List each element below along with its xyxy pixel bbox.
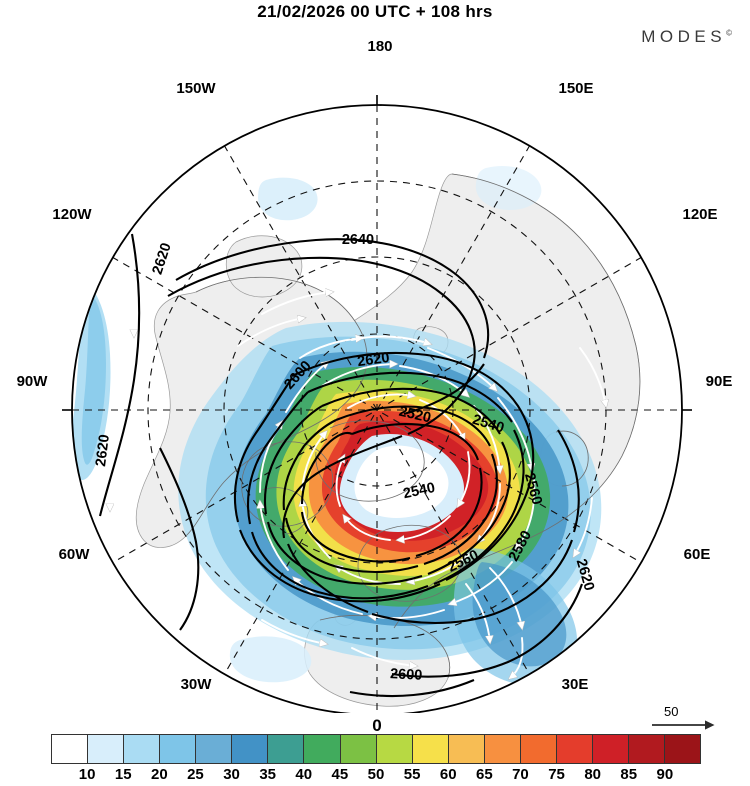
lon-label-120E: 120E <box>682 206 718 223</box>
colorbar-tick-45: 45 <box>331 766 349 783</box>
lon-label-60W: 60W <box>58 546 90 563</box>
svg-text:2600: 2600 <box>390 666 423 684</box>
lon-label-30W: 30W <box>180 676 212 693</box>
colorbar-tick-15: 15 <box>114 766 132 783</box>
colorbar-cell-2 <box>124 735 161 763</box>
height-contours <box>98 233 583 698</box>
colorbar-tick-50: 50 <box>367 766 385 783</box>
modes-logo: MODES© <box>641 27 732 47</box>
lon-label-0: 0 <box>372 716 382 735</box>
lon-label-180: 180 <box>367 38 393 55</box>
copyright-icon: © <box>726 28 732 38</box>
colorbar-cell-13 <box>520 735 557 763</box>
colorbar-tick-25: 25 <box>187 766 204 783</box>
svg-text:2640: 2640 <box>342 232 374 248</box>
colorbar-cell-0 <box>52 735 89 763</box>
coastlines <box>185 173 641 679</box>
colorbar-tick-35: 35 <box>259 766 276 783</box>
svg-text:2540: 2540 <box>402 480 437 502</box>
colorbar-cell-5 <box>232 735 269 763</box>
page-title: 21/02/2026 00 UTC + 108 hrs <box>257 2 493 21</box>
colorbar-cell-14 <box>556 735 593 763</box>
colorbar-cell-6 <box>268 735 305 763</box>
colorbar-cell-4 <box>196 735 233 763</box>
colorbar-tick-75: 75 <box>548 766 565 783</box>
colorbar-cell-8 <box>340 735 377 763</box>
wind-scale-arrow <box>652 720 715 730</box>
lon-label-150E: 150E <box>558 80 594 97</box>
colorbar-cell-17 <box>665 735 701 763</box>
colorbar-cell-10 <box>412 735 449 763</box>
svg-text:2620: 2620 <box>356 350 390 370</box>
colorbar-tick-65: 65 <box>475 766 493 783</box>
colorbar-tick-90: 90 <box>656 766 674 783</box>
wind-scale-value: 50 <box>664 704 679 719</box>
colorbar-cell-9 <box>376 735 413 763</box>
colorbar-cell-16 <box>629 735 666 763</box>
logo-text: MODES <box>641 27 727 46</box>
colorbar-tick-85: 85 <box>620 766 638 783</box>
colorbar-cell-1 <box>88 735 125 763</box>
colorbar-tick-80: 80 <box>584 766 601 783</box>
wind-reference-scale: 50 <box>650 704 740 746</box>
colorbar-tick-55: 55 <box>403 766 421 783</box>
colorbar-tick-30: 30 <box>223 766 240 783</box>
colorbar-cell-12 <box>484 735 521 763</box>
polar-map: 2620 2640 2620 2600 2520 2540 2620 2540 … <box>0 28 750 735</box>
lon-label-60E: 60E <box>683 546 711 563</box>
colorbar-tick-70: 70 <box>512 766 529 783</box>
colorbar-tick-40: 40 <box>295 766 313 783</box>
colorbar-cell-3 <box>160 735 197 763</box>
colorbar-tick-60: 60 <box>439 766 457 783</box>
svg-text:2620: 2620 <box>93 434 113 468</box>
colorbar-ticks: 10 15 20 25 30 35 40 45 50 55 60 65 70 75 80 85 90 <box>0 766 750 786</box>
lon-label-90W: 90W <box>16 373 48 390</box>
colorbar-tick-20: 20 <box>150 766 168 783</box>
windspeed-shading <box>72 165 602 685</box>
lon-label-150W: 150W <box>176 80 216 97</box>
boundary-ticks <box>62 95 692 411</box>
wind-arrows <box>110 273 606 678</box>
colorbar-cell-15 <box>592 735 629 763</box>
colorbar-cells <box>51 734 701 764</box>
map-canvas: 2620 2640 2620 2600 2520 2540 2620 2540 … <box>62 95 692 713</box>
lon-label-90E: 90E <box>705 373 733 390</box>
colorbar-cell-11 <box>448 735 485 763</box>
lon-label-120W: 120W <box>52 206 92 223</box>
lon-label-30E: 30E <box>561 676 589 693</box>
colorbar-tick-10: 10 <box>78 766 96 783</box>
svg-text:2520: 2520 <box>397 404 432 427</box>
colorbar-cell-7 <box>304 735 341 763</box>
colorbar: 10 15 20 25 30 35 40 45 50 55 60 65 70 75 80 85 90 <box>0 726 750 783</box>
